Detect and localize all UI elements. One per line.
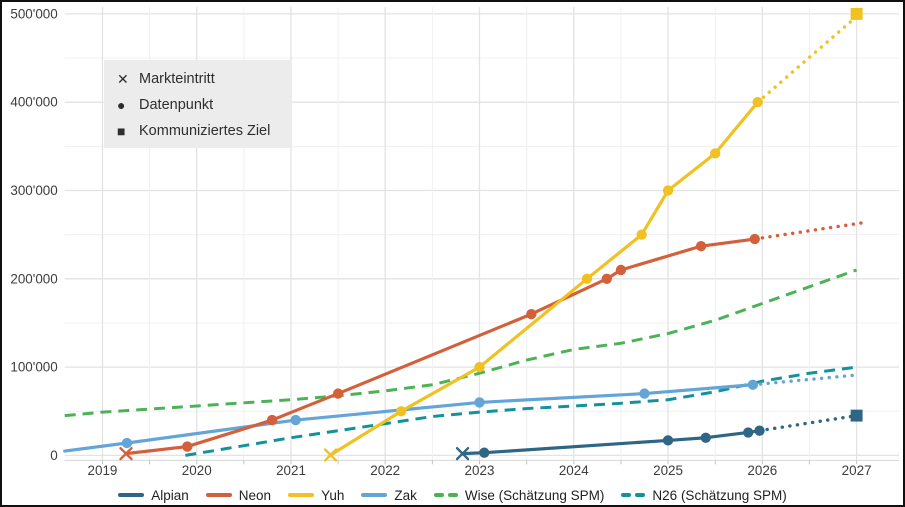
datapoint-marker xyxy=(182,441,193,452)
legend-label: Wise (Schätzung SPM) xyxy=(464,487,605,503)
y-tick-label: 300'000 xyxy=(10,183,57,198)
datapoint-marker xyxy=(474,361,485,373)
datapoint-marker xyxy=(601,273,612,284)
legend-item-n26-sch-tzung-spm: N26 (Schätzung SPM) xyxy=(621,487,787,503)
datapoint-marker xyxy=(526,308,537,320)
x-tick-label: 2019 xyxy=(88,463,118,478)
square-marker-icon: ■ xyxy=(117,123,126,139)
legend-item-neon: Neon xyxy=(205,487,272,503)
y-tick-label: 200'000 xyxy=(10,271,57,286)
marker-legend-label: Datenpunkt xyxy=(139,97,214,113)
series-neon xyxy=(119,220,868,461)
line-swatch-icon xyxy=(205,493,232,497)
datapoint-marker xyxy=(266,414,278,426)
x-tick-label: 2024 xyxy=(559,463,589,478)
datapoint-marker xyxy=(332,388,344,399)
dashed-estimate-line xyxy=(64,268,858,418)
x-tick-label: 2023 xyxy=(465,463,495,478)
dotted-projection-line xyxy=(751,373,859,387)
marker-legend-box: ✕ Markteintritt ● Datenpunkt ■ Kommuniziertes… xyxy=(104,60,292,148)
y-tick-label: 400'000 xyxy=(10,95,57,110)
datapoint-marker xyxy=(474,397,485,408)
datapoint-marker xyxy=(396,406,407,417)
legend-item-alpian: Alpian xyxy=(118,488,189,503)
marker-legend-item: ✕ Markteintritt xyxy=(117,66,292,92)
series-zak xyxy=(63,373,859,453)
datapoint-marker xyxy=(752,97,763,108)
circle-marker-icon: ● xyxy=(117,97,126,113)
datapoint-marker xyxy=(662,185,674,196)
legend-label: Alpian xyxy=(151,487,189,503)
target-marker xyxy=(850,7,863,20)
legend-label: N26 (Schätzung SPM) xyxy=(652,487,787,503)
target-marker xyxy=(850,409,863,422)
datapoint-marker xyxy=(121,437,133,449)
line-swatch-icon xyxy=(621,493,646,497)
y-tick-label: 100'000 xyxy=(10,360,57,375)
solid-line xyxy=(328,100,760,457)
dotted-projection-line xyxy=(755,14,859,104)
datapoint-marker xyxy=(700,432,711,443)
market-entry-marker xyxy=(455,446,470,461)
datapoint-marker xyxy=(290,414,301,426)
datapoint-marker xyxy=(695,240,707,252)
datapoint-marker xyxy=(615,264,627,276)
legend-item-yuh: Yuh xyxy=(288,488,344,503)
legend-label: Zak xyxy=(394,487,417,503)
x-tick-label: 2021 xyxy=(276,463,306,478)
legend-item-wise-sch-tzung-spm: Wise (Schätzung SPM) xyxy=(433,487,605,503)
x-tick-label: 2025 xyxy=(653,463,683,478)
datapoint-marker xyxy=(747,379,759,390)
marker-legend-label: Markteintritt xyxy=(139,71,215,87)
datapoint-marker xyxy=(639,388,650,399)
datapoint-marker xyxy=(743,427,754,438)
y-tick-label: 500'000 xyxy=(10,6,57,21)
series-wise-sch-tzung-spm xyxy=(64,268,858,418)
line-swatch-icon xyxy=(118,493,145,497)
datapoint-marker xyxy=(662,435,674,446)
line-swatch-icon xyxy=(361,493,388,497)
y-tick-label: 0 xyxy=(50,448,57,463)
datapoint-marker xyxy=(479,447,490,458)
datapoint-marker xyxy=(749,233,760,245)
dotted-projection-line xyxy=(753,220,868,241)
datapoint-marker xyxy=(581,273,593,284)
solid-line xyxy=(63,383,755,453)
datapoint-marker xyxy=(636,229,647,240)
solid-line xyxy=(124,237,757,456)
series-legend: Alpian Neon Yuh Zak Wise (Schätzung SPM) N26 … xyxy=(2,484,903,505)
legend-label: Neon xyxy=(238,487,272,503)
gridlines xyxy=(64,6,900,465)
x-tick-label: 2027 xyxy=(842,463,872,478)
line-swatch-icon xyxy=(433,493,458,497)
legend-item-zak: Zak xyxy=(361,488,417,503)
legend-label: Yuh xyxy=(321,487,345,503)
marker-legend-label: Kommuniziertes Ziel xyxy=(139,123,271,139)
datapoint-marker xyxy=(754,425,765,436)
line-swatch-icon xyxy=(288,493,315,497)
x-marker-icon: ✕ xyxy=(117,70,129,87)
marker-legend-item: ● Datenpunkt xyxy=(117,92,292,118)
dotted-projection-line xyxy=(757,413,859,433)
market-entry-marker xyxy=(119,446,133,461)
x-tick-label: 2026 xyxy=(747,463,777,478)
series-yuh xyxy=(323,7,863,462)
datapoint-marker xyxy=(710,148,721,159)
market-entry-marker xyxy=(323,448,338,462)
series-alpian xyxy=(455,409,863,461)
marker-legend-item: ■ Kommuniziertes Ziel xyxy=(117,118,292,144)
axis-labels: 0 100'000 200'000 300'000 400'000 500'000 2019… xyxy=(10,6,871,478)
x-tick-label: 2022 xyxy=(370,463,400,478)
x-tick-label: 2020 xyxy=(182,463,212,478)
